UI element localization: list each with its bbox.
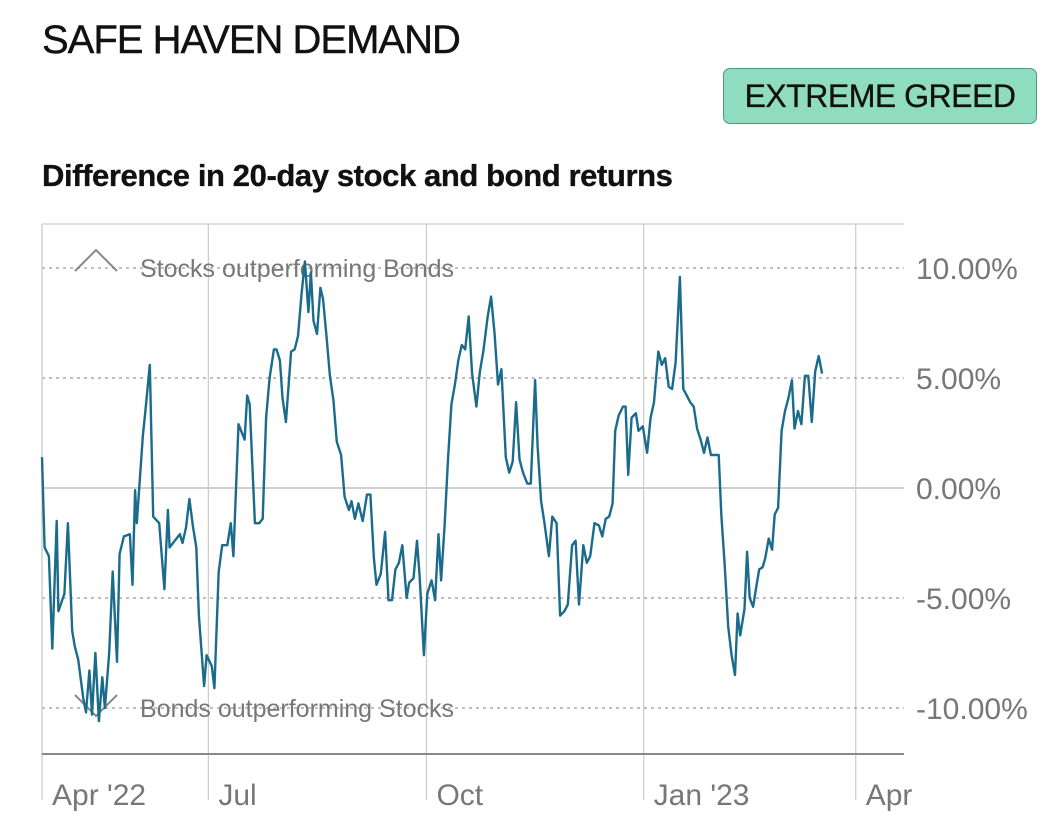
x-tick-labels: Apr '22 Jul Oct Jan '23 Apr (52, 779, 912, 812)
y-tick-label: 0.00% (916, 473, 1001, 506)
series-line (40, 260, 824, 723)
y-tick-label: 5.00% (916, 363, 1001, 396)
y-tick-label: -10.00% (916, 693, 1028, 726)
annotation-label: Bonds outperforming Stocks (140, 695, 454, 723)
x-tick-label: Jul (218, 779, 256, 812)
y-tick-labels: 10.00% 5.00% 0.00% -5.00% -10.00% (916, 253, 1028, 726)
x-tick-label: Apr (866, 779, 913, 812)
x-tick-label: Apr '22 (52, 779, 146, 812)
x-tick-label: Oct (436, 779, 483, 812)
annotations: Stocks outperforming Bonds Bonds outperfo… (74, 248, 454, 723)
chart-subtitle: Difference in 20-day stock and bond retu… (42, 158, 673, 193)
y-tick-label: -5.00% (916, 583, 1011, 616)
y-tick-label: 10.00% (916, 253, 1018, 286)
sentiment-badge: EXTREME GREED (723, 68, 1037, 124)
annotation-label: Stocks outperforming Bonds (140, 255, 454, 283)
x-tick-label: Jan '23 (654, 779, 750, 812)
chevron-up-icon (74, 248, 118, 272)
horizontal-gridlines (42, 267, 904, 709)
chevron-down-icon (74, 694, 118, 718)
page-title: SAFE HAVEN DEMAND (42, 18, 461, 62)
